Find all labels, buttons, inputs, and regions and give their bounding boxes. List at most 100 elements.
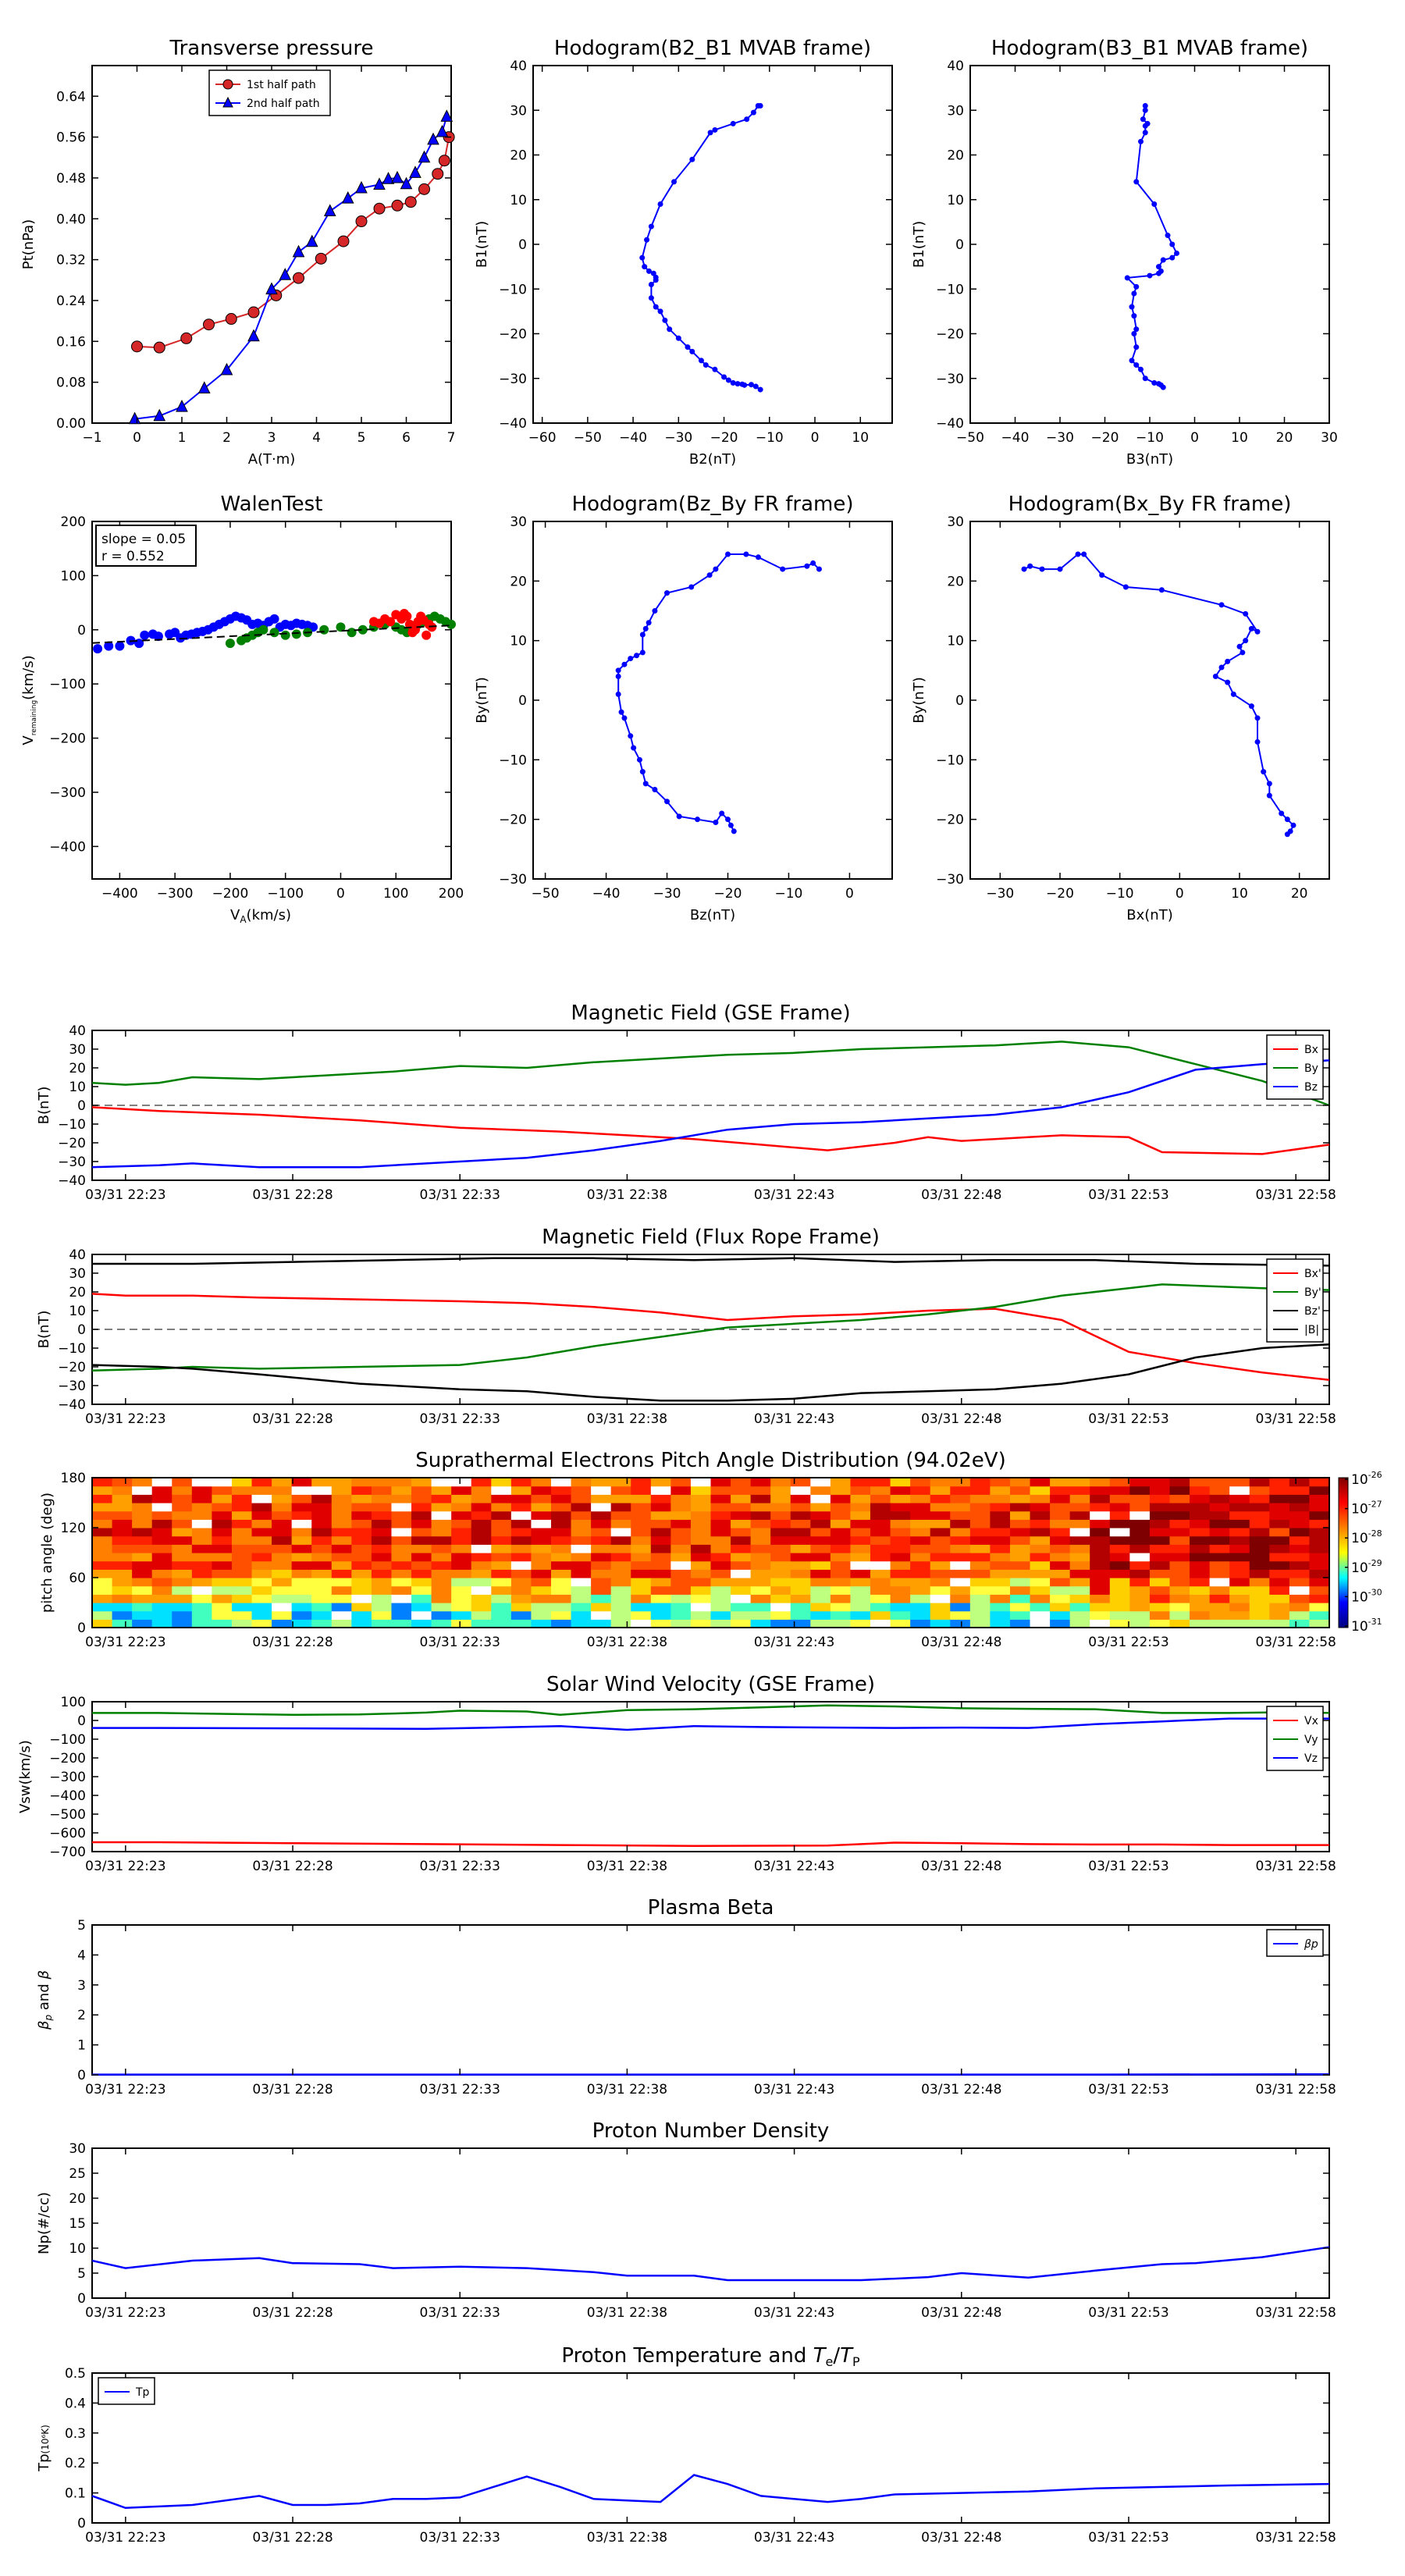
- data-point: [712, 366, 718, 372]
- time-tick-label: 03/31 22:38: [587, 1187, 667, 1203]
- x-tick-label: −40: [592, 886, 621, 902]
- pad-cell: [1109, 1553, 1130, 1562]
- x-tick-label: 20: [1276, 430, 1293, 446]
- pad-cell: [1069, 1619, 1090, 1628]
- pad-cell: [311, 1585, 333, 1595]
- pad-cell: [471, 1578, 492, 1587]
- time-tick-label: 03/31 22:33: [420, 1635, 500, 1650]
- pad-cell: [610, 1560, 631, 1570]
- pad-cell: [191, 1569, 212, 1578]
- pad-cell: [1050, 1510, 1071, 1520]
- y-tick-label: 0: [77, 2291, 86, 2307]
- pad-cell: [451, 1510, 472, 1520]
- pad-cell: [1249, 1535, 1270, 1545]
- pad-cell: [610, 1619, 631, 1628]
- pad-cell: [272, 1510, 293, 1520]
- legend-label: Bx: [1304, 1044, 1318, 1056]
- pad-cell: [850, 1594, 871, 1603]
- pad-cell: [371, 1585, 393, 1595]
- pad-cell: [890, 1585, 911, 1595]
- pad-cell: [531, 1503, 552, 1512]
- y-tick-label: −100: [49, 1732, 86, 1748]
- pad-cell: [850, 1544, 871, 1553]
- data-point: [615, 691, 621, 697]
- pad-cell: [351, 1610, 372, 1620]
- pad-cell: [770, 1603, 791, 1612]
- pad-cell: [491, 1569, 512, 1578]
- pad-cell: [172, 1585, 193, 1595]
- pad-cell: [172, 1560, 193, 1570]
- x-tick-label: 6: [402, 430, 411, 446]
- hodogram-path: [641, 105, 761, 390]
- pad-cell: [172, 1544, 193, 1553]
- pad-cell: [790, 1569, 811, 1578]
- pad-cell: [930, 1485, 951, 1495]
- pad-cell: [231, 1610, 253, 1620]
- pad-cell: [510, 1578, 532, 1587]
- pad-cell: [1090, 1528, 1111, 1537]
- pad-cell: [391, 1503, 412, 1512]
- pad-cell: [830, 1603, 852, 1612]
- pad-cell: [750, 1528, 771, 1537]
- pad-cell: [670, 1544, 692, 1553]
- pad-cell: [550, 1578, 572, 1587]
- pad-cell: [172, 1494, 193, 1503]
- pad-cell: [1190, 1578, 1211, 1587]
- y-tick-label: 0.56: [56, 130, 86, 146]
- pad-cell: [291, 1494, 312, 1503]
- data-point: [702, 362, 709, 368]
- data-point: [1218, 602, 1225, 608]
- pad-cell: [770, 1578, 791, 1587]
- pad-cell: [650, 1544, 671, 1553]
- data-point: [1147, 272, 1153, 279]
- walen-point: [402, 611, 412, 621]
- pad-cell: [231, 1503, 253, 1512]
- pad-cell: [471, 1585, 492, 1595]
- pad-cell: [92, 1610, 113, 1620]
- pad-cell: [1009, 1528, 1031, 1537]
- data-point: [1290, 822, 1297, 828]
- pad-cell: [969, 1535, 991, 1545]
- pad-cell: [311, 1510, 333, 1520]
- pad-cell: [969, 1569, 991, 1578]
- data-point: [1133, 283, 1140, 290]
- pad-cell: [351, 1528, 372, 1537]
- pad-cell: [650, 1535, 671, 1545]
- pad-cell: [172, 1535, 193, 1545]
- pad-cell: [1269, 1485, 1290, 1495]
- data-point: [1142, 103, 1148, 109]
- data-point: [1160, 384, 1166, 390]
- pad-cell: [471, 1569, 492, 1578]
- pad-cell: [491, 1519, 512, 1528]
- pad-cell: [92, 1603, 113, 1612]
- pad-cell: [251, 1619, 272, 1628]
- pad-cell: [571, 1553, 592, 1562]
- pad-cell: [1209, 1519, 1230, 1528]
- pad-cell: [591, 1594, 612, 1603]
- pad-cell: [950, 1619, 971, 1628]
- data-point: [440, 109, 454, 122]
- pad-cell: [790, 1485, 811, 1495]
- pad-cell: [1030, 1544, 1051, 1553]
- time-tick-label: 03/31 22:23: [85, 1187, 165, 1203]
- pad-cell: [331, 1544, 352, 1553]
- y-tick-label: −100: [49, 677, 86, 692]
- time-tick-label: 03/31 22:48: [921, 1859, 1001, 1874]
- pad-cell: [1249, 1585, 1270, 1595]
- plot-frame: [532, 521, 893, 880]
- pad-cell: [1209, 1494, 1230, 1503]
- pad-cell: [491, 1594, 512, 1603]
- pad-cell: [1309, 1569, 1330, 1578]
- pad-cell: [510, 1569, 532, 1578]
- pad-cell: [710, 1485, 731, 1495]
- pad-cell: [112, 1478, 133, 1487]
- pad-cell: [112, 1569, 133, 1578]
- pad-cell: [471, 1553, 492, 1562]
- data-point: [628, 733, 634, 739]
- data-point: [279, 268, 292, 280]
- pad-cell: [610, 1478, 631, 1487]
- pad-cell: [930, 1610, 951, 1620]
- pad-cell: [1289, 1519, 1311, 1528]
- pad-cell: [251, 1544, 272, 1553]
